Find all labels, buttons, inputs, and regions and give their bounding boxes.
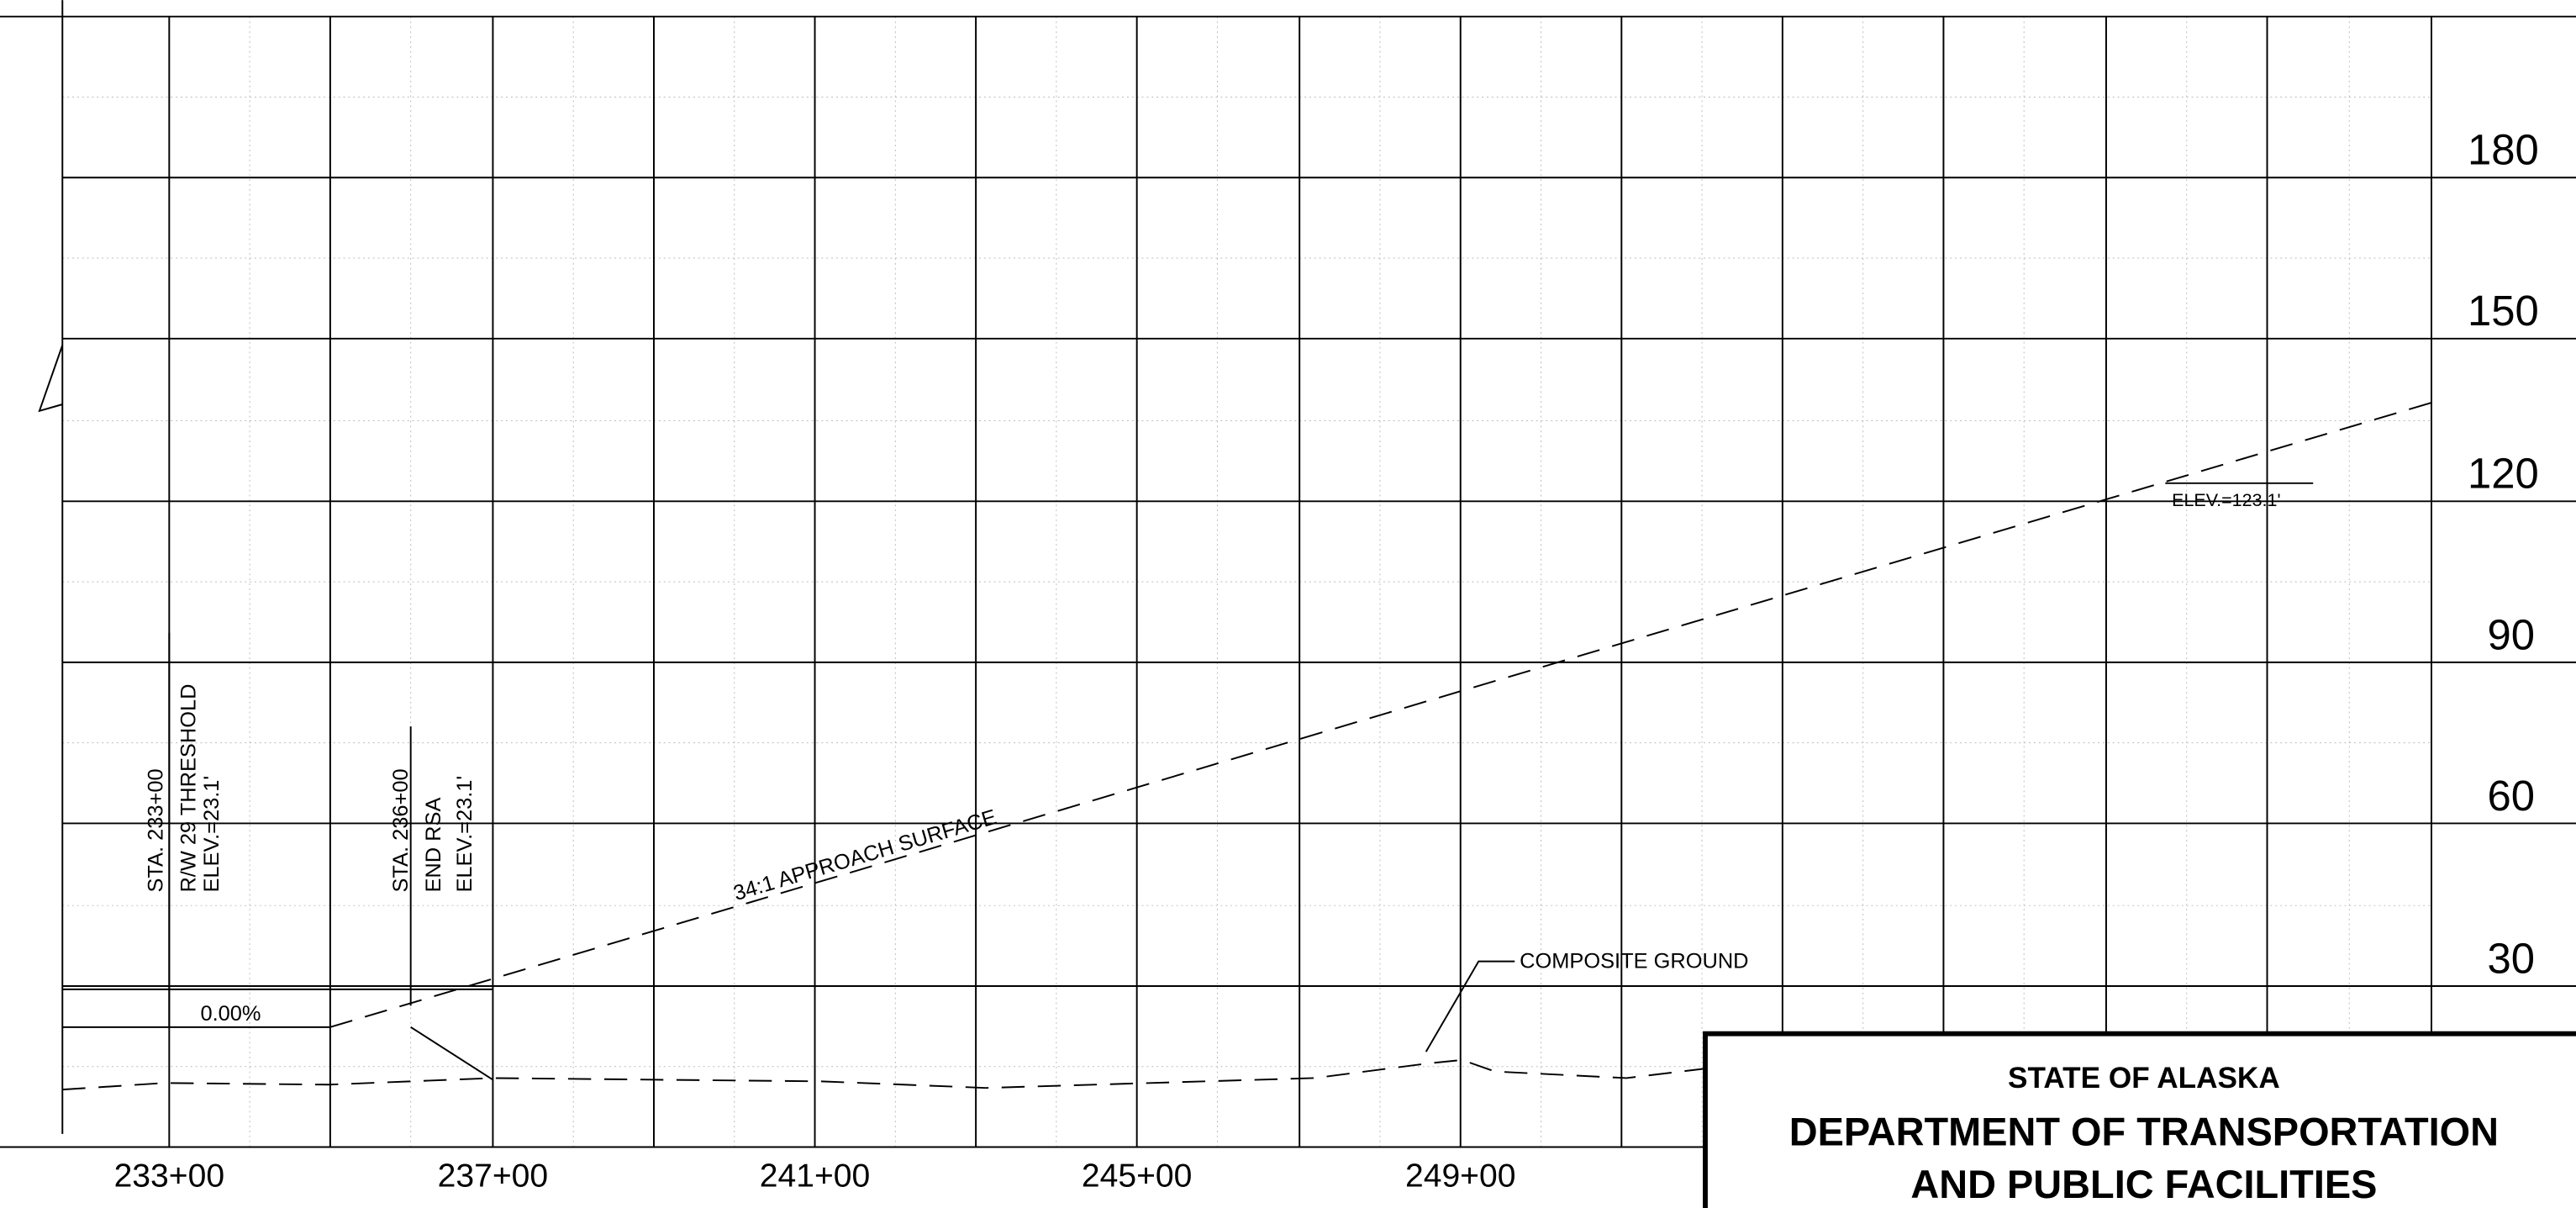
station-label: 241+00 [760,1158,871,1194]
annotation: 0.00% [200,1002,261,1026]
title-block-frame [1703,1031,2576,1208]
station-label: 233+00 [114,1158,225,1194]
elevation-label: 150 [2468,287,2539,335]
horizontal-grid [0,15,2576,1148]
station-label: 245+00 [1082,1158,1193,1194]
annotation: STA. 233+00 [145,768,168,892]
elevation-label: 120 [2468,450,2539,498]
major-grid [0,0,2576,1148]
elevation-label: 90 [2487,610,2535,658]
annotation: COMPOSITE GROUND [1520,949,1748,973]
minor-grid [62,16,2431,1147]
title-line: STATE OF ALASKA [2008,1062,2280,1095]
station-leaders [168,632,412,1027]
annotations: STA. 233+00 R/W 29 THRESHOLD ELEV.=23.1'… [145,490,2281,1026]
annotation: STA. 236+00 [389,768,413,892]
elevation-label: 30 [2487,934,2535,982]
annotation: R/W 29 THRESHOLD [177,684,201,893]
annotation: ELEV.=123.1' [2172,490,2280,510]
title-line: AND PUBLIC FACILITIES [1910,1163,2377,1206]
minor-grid-lines [62,16,2431,1147]
station-label: 237+00 [438,1158,549,1194]
annotation: END RSA [422,798,445,893]
annotation: 34:1 APPROACH SURFACE [730,805,998,905]
elevation-label: 180 [2468,126,2539,174]
elevation-label: 60 [2487,772,2535,820]
elevation-labels: 180 150 120 90 60 30 [2468,126,2539,983]
title-line: DEPARTMENT OF TRANSPORTATION [1789,1110,2499,1154]
runway-lines [62,988,493,1028]
profile [62,402,2432,1091]
station-label: 249+00 [1405,1158,1515,1194]
composite-ground [62,1058,1709,1091]
rsa-slope [410,1026,493,1081]
vertical-grid [61,0,2432,1147]
station-labels: 233+00 237+00 241+00 245+00 249+00 [114,1158,1516,1194]
annotation: ELEV.=23.1' [453,776,477,893]
title-block: STATE OF ALASKA DEPARTMENT OF TRANSPORTA… [1703,1031,2576,1208]
annotation: ELEV.=23.1' [200,776,224,893]
ground-leader [1425,960,1515,1052]
break-mark [38,345,64,413]
approach-surface [329,402,2432,1028]
